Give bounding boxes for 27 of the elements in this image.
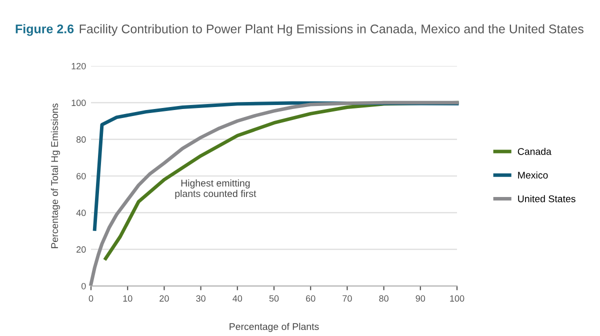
x-tick-label: 20 (160, 295, 169, 302)
x-tick-label: 0 (88, 295, 94, 302)
y-tick-label: 100 (72, 100, 86, 106)
y-tick-label: 20 (76, 246, 86, 253)
x-tick-label: 70 (342, 295, 352, 302)
legend-label: Mexico (518, 171, 548, 179)
legend-label: United States (518, 195, 576, 202)
y-tick-label: 120 (72, 62, 86, 70)
y-axis-title: Percentage of Total Hg Emissions (50, 103, 60, 248)
x-tick-label: 80 (379, 295, 388, 302)
x-tick-label: 10 (123, 295, 132, 302)
x-tick-label: 50 (269, 295, 279, 302)
chart-title: Figure 2.6 (16, 24, 74, 36)
x-axis-title: Percentage of Plants (230, 322, 319, 332)
x-tick-label: 30 (196, 295, 206, 302)
y-tick-label: 80 (76, 136, 86, 143)
chart-subtitle: Facility Contribution to Power Plant Hg Emissions in Canada, Mexico and the United States (80, 24, 584, 36)
x-tick-label: 60 (306, 295, 316, 302)
y-tick-label: 0 (81, 282, 86, 290)
x-tick-label: 90 (416, 295, 426, 302)
y-tick-label: 60 (76, 172, 86, 180)
annotation: Highest emitting plants counted first (175, 179, 256, 199)
y-tick-label: 40 (76, 210, 86, 216)
x-tick-label: 40 (232, 295, 242, 302)
x-tick-label: 100 (450, 295, 464, 302)
line-series (89, 100, 459, 286)
legend-label: Canada (518, 148, 552, 155)
